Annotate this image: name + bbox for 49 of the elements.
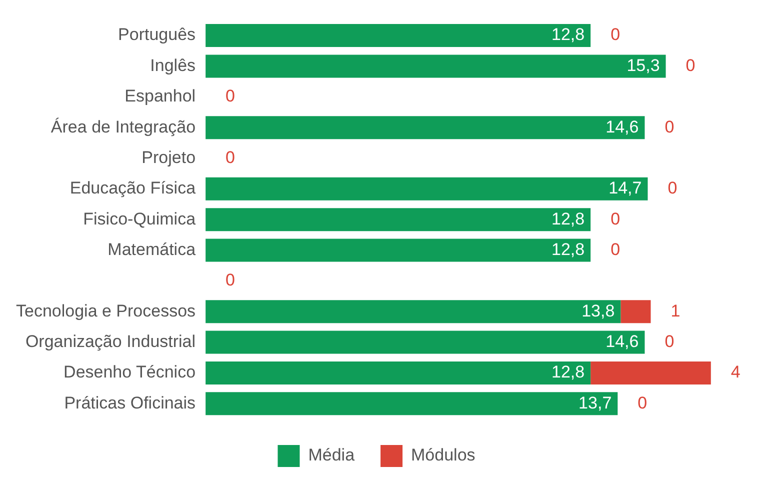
data-label: 14,7 bbox=[608, 178, 642, 198]
y-tick-label: Português bbox=[118, 25, 196, 44]
bar bbox=[206, 361, 591, 384]
data-label: 0 bbox=[686, 56, 696, 75]
data-label: 12,8 bbox=[551, 209, 585, 228]
bar bbox=[620, 300, 651, 324]
y-tick-label: Fisico-Quimica bbox=[83, 209, 196, 228]
data-label: 0 bbox=[638, 393, 648, 412]
y-tick-label: Projeto bbox=[142, 148, 196, 167]
data-label: 0 bbox=[226, 148, 236, 167]
y-tick-label: Matemática bbox=[108, 240, 196, 259]
data-label: 0 bbox=[664, 117, 674, 136]
y-tick-label: Práticas Oficinais bbox=[64, 393, 196, 412]
bar bbox=[206, 238, 591, 262]
y-tick-label: Desenho Técnico bbox=[64, 362, 196, 382]
bar bbox=[590, 361, 711, 384]
bar bbox=[206, 208, 591, 232]
bar bbox=[206, 116, 645, 140]
bar bbox=[206, 177, 648, 200]
data-label: 0 bbox=[226, 86, 236, 106]
y-tick-label: Área de Integração bbox=[50, 117, 196, 136]
legend-label: Módulos bbox=[411, 446, 476, 465]
y-tick-label: Educação Física bbox=[70, 178, 196, 198]
y-tick-label: Tecnologia e Processos bbox=[16, 301, 196, 320]
y-tick-label: Organização Industrial bbox=[25, 332, 196, 351]
bar bbox=[206, 330, 645, 354]
data-label: 0 bbox=[610, 240, 620, 259]
y-tick-label: Espanhol bbox=[124, 86, 196, 106]
data-label: 12,8 bbox=[551, 25, 585, 44]
data-label: 0 bbox=[668, 178, 678, 198]
bar bbox=[206, 392, 618, 416]
data-label: 1 bbox=[670, 301, 680, 320]
data-label: 0 bbox=[226, 270, 236, 290]
data-label: 13,7 bbox=[578, 393, 612, 412]
legend-label: Média bbox=[308, 446, 356, 465]
bar bbox=[206, 300, 621, 324]
data-label: 4 bbox=[730, 362, 740, 382]
data-label: 13,8 bbox=[582, 301, 615, 320]
data-label: 15,3 bbox=[626, 56, 660, 75]
data-label: 14,6 bbox=[606, 332, 639, 351]
bar bbox=[206, 54, 666, 78]
data-label: 0 bbox=[610, 25, 620, 44]
data-label: 12,8 bbox=[551, 362, 585, 382]
bar bbox=[206, 24, 591, 48]
y-tick-label: Inglês bbox=[150, 56, 196, 75]
data-label: 0 bbox=[610, 209, 620, 228]
data-label: 12,8 bbox=[551, 240, 585, 259]
data-label: 0 bbox=[664, 332, 674, 351]
data-label: 14,6 bbox=[606, 117, 639, 136]
